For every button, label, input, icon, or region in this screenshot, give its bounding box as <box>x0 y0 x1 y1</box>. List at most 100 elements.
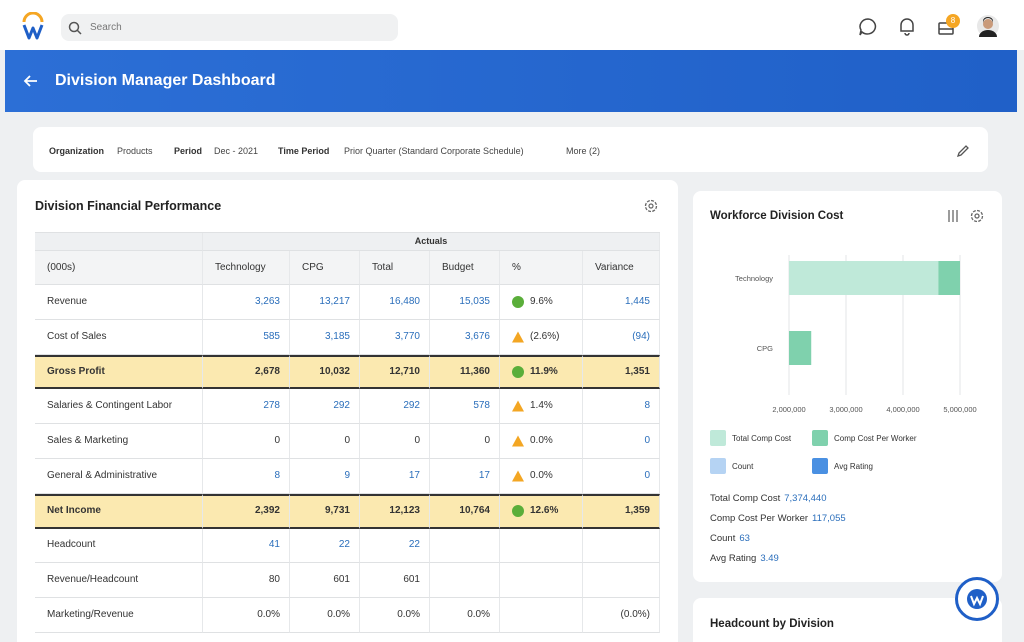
table: Actuals (000s) Technology CPG Total Budget% Va… <box>35 232 660 633</box>
row-label: Revenue <box>35 285 203 320</box>
assistant-button[interactable] <box>955 577 999 621</box>
row-label: Salaries & Contingent Labor <box>35 389 203 425</box>
row-label: Revenue/Headcount <box>35 563 203 599</box>
status-icon <box>512 505 524 518</box>
value-cell: 601 <box>290 563 360 599</box>
assistant-logo <box>967 589 987 609</box>
value-cell: 13,217 <box>290 285 360 320</box>
percent-cell: 12.6% <box>500 493 583 529</box>
value-cell: 0.0% <box>290 598 360 633</box>
value-cell: 3,185 <box>290 319 360 355</box>
search-box[interactable]: Search <box>61 14 398 41</box>
value-cell: 9,731 <box>290 493 360 529</box>
value-cell: 601 <box>360 563 430 599</box>
value-cell: (94) <box>583 319 660 355</box>
column-header: % <box>500 251 583 285</box>
value-cell: 17 <box>360 459 430 494</box>
value-cell: 3,676 <box>430 319 500 355</box>
value-cell: (0.0%) <box>583 598 660 633</box>
percent-cell: 11.9% <box>500 354 583 390</box>
stat-value: 7,374,440 <box>784 493 827 504</box>
card-title: Workforce Division Cost <box>710 210 844 222</box>
back-arrow[interactable] <box>23 73 39 89</box>
card-title: Division Financial Performance <box>35 199 222 213</box>
percent-cell <box>500 598 583 633</box>
row-label: Sales & Marketing <box>35 424 203 459</box>
value-cell: 0 <box>583 459 660 494</box>
stat-value: 63 <box>739 533 750 544</box>
column-header: (000s) <box>35 251 203 285</box>
column-header: Budget <box>430 251 500 285</box>
percent-cell: 0.0% <box>500 459 583 494</box>
percent-cell <box>500 528 583 564</box>
row-label: General & Administrative <box>35 459 203 494</box>
stat-row: Comp Cost Per Worker 117,055 <box>710 513 846 524</box>
row-label: Net Income <box>35 493 203 529</box>
value-cell: 0.0% <box>203 598 290 633</box>
filter-value: Prior Quarter (Standard Corporate Schedu… <box>344 146 524 156</box>
value-cell: 10,032 <box>290 354 360 390</box>
row-label: Headcount <box>35 528 203 564</box>
percent-cell: (2.6%) <box>500 319 583 355</box>
card-title: Headcount by Division <box>710 618 834 630</box>
value-cell: 0 <box>583 424 660 459</box>
stat-row: Count 63 <box>710 533 750 544</box>
more-filters[interactable]: More (2) <box>566 146 601 156</box>
value-cell: 12,123 <box>360 493 430 529</box>
top-bar: Search 8 <box>0 0 1024 50</box>
filter-value: Dec - 2021 <box>214 146 259 156</box>
value-cell: 3,263 <box>203 285 290 320</box>
column-header: Technology <box>203 251 290 285</box>
value-cell: 10,764 <box>430 493 500 529</box>
headcount-card: Headcount by Division <box>693 598 1002 642</box>
value-cell: 8 <box>203 459 290 494</box>
column-header: Variance <box>583 251 660 285</box>
percent-cell: 9.6% <box>500 285 583 320</box>
value-cell: 80 <box>203 563 290 599</box>
card-tools[interactable] <box>946 208 986 224</box>
stat-label: Total Comp Cost <box>710 493 781 504</box>
status-icon <box>512 295 524 308</box>
value-cell: 8 <box>583 389 660 425</box>
edit-icon[interactable] <box>956 144 970 158</box>
search-icon <box>68 21 82 35</box>
filter-label: Organization <box>49 146 105 156</box>
filter-bar: Organization Products Period Dec - 2021 Time… <box>33 127 988 172</box>
chat-icon[interactable] <box>858 17 878 37</box>
value-cell: 3,770 <box>360 319 430 355</box>
stat-label: Count <box>710 533 736 544</box>
value-cell: 0 <box>430 424 500 459</box>
value-cell: 1,359 <box>583 493 660 529</box>
status-icon <box>512 365 524 378</box>
value-cell: 17 <box>430 459 500 494</box>
value-cell: 41 <box>203 528 290 564</box>
percent-cell: 1.4% <box>500 389 583 425</box>
page-title: Division Manager Dashboard <box>55 72 276 89</box>
bell-icon[interactable] <box>898 17 916 37</box>
row-label: Marketing/Revenue <box>35 598 203 633</box>
value-cell: 1,351 <box>583 354 660 390</box>
percent-cell: 0.0% <box>500 424 583 459</box>
stat-value: 3.49 <box>760 553 779 564</box>
row-label: Gross Profit <box>35 354 203 390</box>
value-cell: 578 <box>430 389 500 425</box>
value-cell: 292 <box>360 389 430 425</box>
filter-label: Period <box>174 146 203 156</box>
avatar[interactable] <box>977 15 999 37</box>
value-cell: 16,480 <box>360 285 430 320</box>
value-cell: 22 <box>290 528 360 564</box>
stat-value: 117,055 <box>812 513 846 524</box>
stat-row: Avg Rating 3.49 <box>710 553 779 564</box>
value-cell <box>430 528 500 564</box>
value-cell: 11,360 <box>430 354 500 390</box>
settings-icon[interactable] <box>643 198 659 214</box>
value-cell: 0.0% <box>430 598 500 633</box>
status-icon <box>512 435 524 447</box>
financial-card: Division Financial Performance Actuals (0… <box>17 180 678 642</box>
percent-cell <box>500 563 583 599</box>
value-cell: 15,035 <box>430 285 500 320</box>
value-cell <box>430 563 500 599</box>
logo[interactable] <box>20 12 46 40</box>
value-cell <box>583 528 660 564</box>
